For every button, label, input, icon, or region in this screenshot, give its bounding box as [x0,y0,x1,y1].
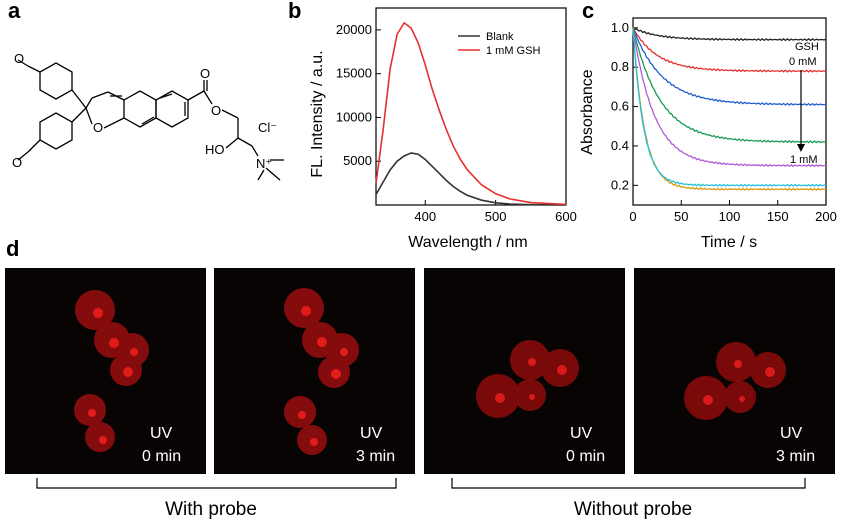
group-label-with-probe: With probe [165,499,257,520]
gsh-annotation-bottom: 1 mM [790,154,818,166]
absorbance-chart: 0 50 100 150 200 0.2 0.4 0.6 0.8 1.0 [611,17,837,224]
chart-c-xtick-label: 100 [719,209,741,224]
ammonium-label: N⁺ [256,156,272,171]
chart-c-ylabel: Absorbance [579,69,596,154]
gsh-arrow [797,70,805,152]
panel-c-letter: c [582,0,594,23]
chart-c-series-4 [632,27,827,144]
chart-b-ylabel: FL. Intensity / a.u. [309,50,326,177]
micrograph-1: UV 0 min [5,268,206,474]
chart-b-xtick-label: 600 [555,209,577,224]
chart-c-series-1 [632,27,827,42]
chart-c-ytick-label: 0.4 [611,138,629,153]
panel-a-letter: a [8,0,21,23]
group-bracket-left [36,478,397,489]
gsh-annotation-top: 0 mM [789,56,817,68]
chart-b-frame [375,7,567,206]
micrograph-1-caption-line1: UV [150,425,173,442]
micrograph-4-caption-line2: 3 min [776,448,815,465]
chloride-label: Cl⁻ [258,120,277,135]
pyran-oxygen-label: O [93,120,103,135]
chart-b-series-1 [375,152,567,206]
micrograph-3: UV 0 min [424,268,625,474]
micrograph-2-caption-line2: 3 min [356,448,395,465]
micrograph-2-caption-line1: UV [360,425,383,442]
fluorescence-chart: 400 500 600 5000 10000 15000 20000 Blank 1 mM GS… [336,7,577,224]
methoxy-bottom-label: O [12,155,22,170]
carbonyl-oxygen-label: O [200,66,210,81]
chart-b-series-2 [375,21,567,206]
chart-c-series-2 [632,27,827,73]
micrograph-2: UV 3 min [214,268,415,474]
chart-c-series-5 [632,28,827,168]
gsh-annotation-title: GSH [795,41,819,53]
group-bracket-right [451,478,806,489]
chart-b-ytick-label: 20000 [336,22,372,37]
chart-b-ytick-label: 10000 [336,109,372,124]
chart-c-series-7 [632,28,827,187]
panel-b-letter: b [288,0,301,23]
chart-c-xtick-label: 50 [674,209,688,224]
chart-c-series-6 [632,27,827,191]
group-label-without-probe: Without probe [574,499,692,520]
micrograph-3-caption-line1: UV [570,425,593,442]
chart-b-legend-label: 1 mM GSH [486,45,540,57]
chart-c-xtick-label: 200 [815,209,837,224]
chart-b-xtick-label: 500 [485,209,507,224]
molecule-structure [17,59,284,181]
chart-c-ytick-label: 1.0 [611,20,629,35]
hydroxyl-label: HO [205,142,225,157]
chart-c-series-3 [632,27,827,107]
chart-c-xtick-label: 0 [629,209,636,224]
chart-c-ytick-label: 0.6 [611,99,629,114]
chart-c-ytick-label: 0.8 [611,59,629,74]
chart-c-ytick-label: 0.2 [611,177,629,192]
micrograph-4: UV 3 min [634,268,835,474]
chart-b-ytick-label: 5000 [343,153,372,168]
micrograph-4-caption-line1: UV [780,425,803,442]
chart-b-legend-label: Blank [486,31,514,43]
panel-d-letter: d [6,236,19,261]
micrograph-1-caption-line2: 0 min [142,448,181,465]
chart-b-xtick-label: 400 [414,209,436,224]
chart-b-ytick-label: 15000 [336,66,372,81]
ester-oxygen-label: O [211,103,221,118]
chart-b-xlabel: Wavelength / nm [408,234,527,251]
chart-c-xtick-label: 150 [767,209,789,224]
micrograph-3-caption-line2: 0 min [566,448,605,465]
methoxy-top-label: O [14,51,24,66]
chart-c-xlabel: Time / s [701,234,757,251]
